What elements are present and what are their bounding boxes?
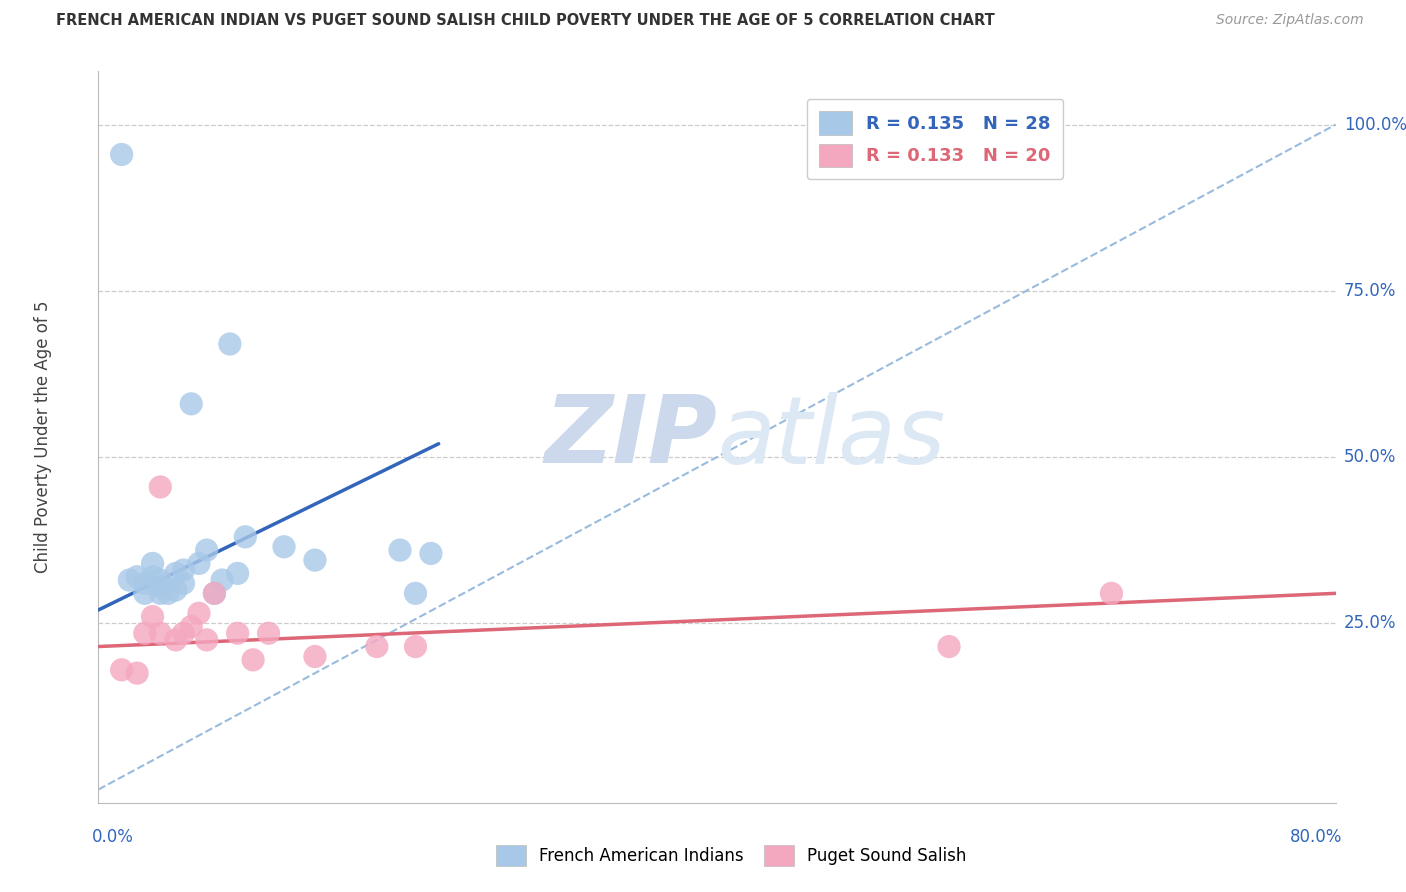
- Point: [211, 573, 233, 587]
- Point: [233, 530, 257, 544]
- Point: [388, 543, 412, 558]
- Point: [419, 546, 441, 560]
- Point: [127, 570, 149, 584]
- Point: [304, 553, 326, 567]
- Text: FRENCH AMERICAN INDIAN VS PUGET SOUND SALISH CHILD POVERTY UNDER THE AGE OF 5 CO: FRENCH AMERICAN INDIAN VS PUGET SOUND SA…: [56, 13, 995, 29]
- Point: [188, 557, 211, 571]
- Point: [149, 626, 172, 640]
- Point: [180, 397, 202, 411]
- Point: [149, 480, 172, 494]
- Point: [180, 619, 202, 633]
- Point: [366, 640, 388, 654]
- Text: 75.0%: 75.0%: [1344, 282, 1396, 300]
- Text: 80.0%: 80.0%: [1289, 829, 1341, 847]
- Point: [118, 573, 141, 587]
- Point: [938, 640, 960, 654]
- Point: [219, 337, 242, 351]
- Text: atlas: atlas: [717, 392, 945, 483]
- Point: [149, 586, 172, 600]
- Point: [111, 147, 132, 161]
- Text: 50.0%: 50.0%: [1344, 448, 1396, 466]
- Point: [405, 640, 427, 654]
- Text: Child Poverty Under the Age of 5: Child Poverty Under the Age of 5: [34, 301, 52, 574]
- Point: [257, 626, 280, 640]
- Point: [134, 576, 156, 591]
- Legend: French American Indians, Puget Sound Salish: French American Indians, Puget Sound Sal…: [488, 837, 974, 875]
- Point: [405, 586, 427, 600]
- Point: [172, 563, 194, 577]
- Point: [273, 540, 295, 554]
- Point: [226, 626, 249, 640]
- Point: [195, 632, 218, 647]
- Point: [134, 586, 156, 600]
- Point: [165, 582, 187, 597]
- Point: [195, 543, 218, 558]
- Text: Source: ZipAtlas.com: Source: ZipAtlas.com: [1216, 13, 1364, 28]
- Point: [149, 580, 172, 594]
- Text: 100.0%: 100.0%: [1344, 116, 1406, 134]
- Point: [141, 557, 165, 571]
- Point: [157, 586, 180, 600]
- Point: [242, 653, 264, 667]
- Point: [127, 666, 149, 681]
- Text: 25.0%: 25.0%: [1344, 615, 1396, 632]
- Point: [134, 626, 156, 640]
- Point: [304, 649, 326, 664]
- Point: [149, 573, 172, 587]
- Point: [165, 566, 187, 581]
- Point: [111, 663, 132, 677]
- Point: [141, 570, 165, 584]
- Point: [204, 586, 226, 600]
- Text: 0.0%: 0.0%: [93, 829, 134, 847]
- Point: [226, 566, 249, 581]
- Point: [141, 609, 165, 624]
- Point: [1099, 586, 1122, 600]
- Point: [165, 632, 187, 647]
- Point: [172, 626, 194, 640]
- Point: [188, 607, 211, 621]
- Point: [172, 576, 194, 591]
- Point: [204, 586, 226, 600]
- Legend: R = 0.135   N = 28, R = 0.133   N = 20: R = 0.135 N = 28, R = 0.133 N = 20: [807, 99, 1063, 179]
- Text: ZIP: ZIP: [544, 391, 717, 483]
